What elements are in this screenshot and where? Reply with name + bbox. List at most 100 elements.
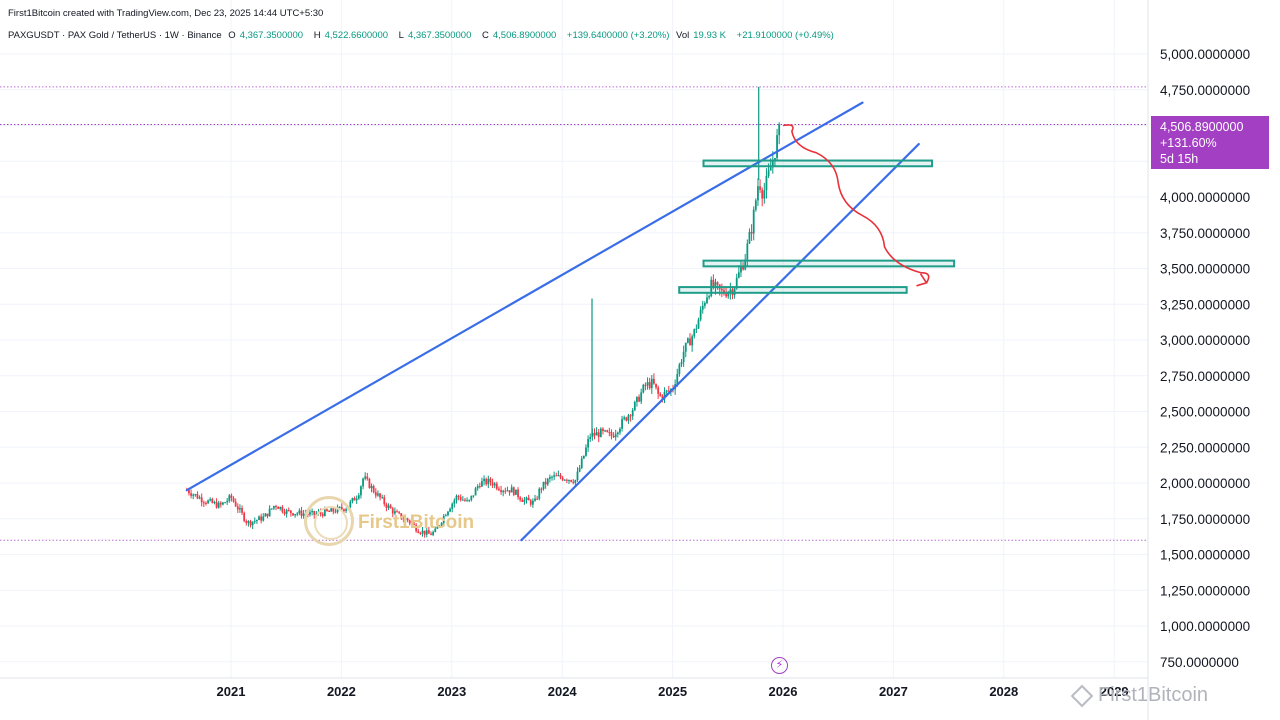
candle[interactable] [525, 496, 528, 504]
candle[interactable] [468, 499, 471, 503]
candle[interactable] [228, 494, 231, 503]
candle[interactable] [190, 489, 192, 499]
candle[interactable] [534, 494, 536, 502]
projection-path[interactable] [782, 124, 930, 284]
candle[interactable] [576, 467, 579, 482]
candle[interactable] [272, 505, 275, 510]
candle[interactable] [453, 498, 456, 508]
candle[interactable] [461, 496, 464, 501]
candle[interactable] [351, 497, 354, 504]
candle[interactable] [430, 531, 432, 536]
candle[interactable] [391, 506, 394, 518]
candle[interactable] [421, 527, 424, 537]
candle[interactable] [565, 478, 568, 484]
candle[interactable] [701, 300, 704, 314]
candle[interactable] [417, 528, 420, 534]
candle[interactable] [523, 496, 526, 505]
candle[interactable] [260, 513, 263, 524]
candle[interactable] [442, 513, 445, 527]
candle[interactable] [703, 301, 706, 309]
candle[interactable] [266, 513, 269, 519]
candle[interactable] [616, 431, 619, 438]
candle[interactable] [504, 487, 507, 494]
candle[interactable] [754, 198, 757, 212]
candle[interactable] [287, 507, 290, 512]
candle[interactable] [381, 494, 384, 499]
candle[interactable] [759, 179, 761, 193]
candle[interactable] [602, 427, 604, 435]
candle[interactable] [587, 435, 590, 452]
candle[interactable] [680, 359, 683, 368]
candle[interactable] [593, 428, 596, 440]
candle[interactable] [459, 494, 462, 502]
candle[interactable] [296, 511, 299, 517]
candle[interactable] [582, 455, 585, 460]
candle[interactable] [215, 498, 218, 509]
candle[interactable] [500, 485, 502, 495]
candle[interactable] [612, 432, 615, 439]
candle[interactable] [236, 503, 239, 513]
candle[interactable] [406, 517, 409, 523]
candle[interactable] [746, 239, 749, 268]
candle[interactable] [695, 324, 698, 333]
candle[interactable] [425, 527, 428, 538]
candle[interactable] [774, 158, 776, 166]
candle[interactable] [198, 495, 201, 500]
candle[interactable] [383, 494, 386, 507]
candle[interactable] [551, 475, 553, 481]
candle[interactable] [517, 487, 519, 500]
candle[interactable] [379, 492, 381, 501]
candle[interactable] [396, 509, 398, 513]
candle[interactable] [353, 496, 356, 501]
candle[interactable] [555, 472, 558, 477]
candle[interactable] [357, 492, 360, 500]
candle[interactable] [279, 506, 282, 511]
candle[interactable] [716, 281, 719, 290]
candle[interactable] [241, 505, 243, 515]
candle[interactable] [595, 427, 598, 436]
candle[interactable] [364, 472, 367, 481]
candle[interactable] [302, 509, 305, 519]
candle[interactable] [548, 474, 551, 483]
candle[interactable] [646, 377, 649, 390]
candle[interactable] [374, 488, 377, 499]
symbol-name[interactable]: PAXGUSDT · PAX Gold / TetherUS · 1W · Bi… [8, 30, 222, 41]
candle[interactable] [438, 525, 441, 528]
candle[interactable] [610, 429, 613, 440]
candle[interactable] [529, 498, 532, 507]
candle[interactable] [650, 375, 653, 394]
candle[interactable] [633, 400, 636, 412]
candle[interactable] [623, 415, 626, 421]
candle[interactable] [270, 508, 273, 510]
candle[interactable] [614, 429, 617, 441]
candle[interactable] [638, 394, 640, 403]
candle[interactable] [512, 486, 515, 497]
candle[interactable] [765, 168, 768, 199]
candle[interactable] [519, 496, 522, 502]
candle[interactable] [239, 504, 241, 513]
candle[interactable] [256, 519, 258, 524]
candle[interactable] [258, 515, 260, 521]
candle[interactable] [568, 479, 570, 484]
candle[interactable] [684, 342, 687, 358]
candle[interactable] [578, 465, 581, 473]
candle[interactable] [729, 282, 732, 300]
candle[interactable] [385, 502, 388, 512]
candle[interactable] [436, 523, 439, 529]
candle[interactable] [207, 499, 209, 504]
candle[interactable] [226, 498, 229, 505]
candle[interactable] [298, 508, 301, 516]
candle[interactable] [546, 477, 549, 486]
candle[interactable] [200, 493, 203, 507]
candle[interactable] [285, 508, 288, 518]
support-zone[interactable] [678, 286, 908, 294]
candle[interactable] [542, 481, 545, 491]
candle[interactable] [249, 519, 252, 528]
candle[interactable] [599, 427, 602, 438]
candle[interactable] [419, 531, 422, 536]
candle[interactable] [300, 506, 303, 519]
candle[interactable] [532, 498, 534, 508]
candle[interactable] [648, 377, 651, 390]
candle[interactable] [355, 495, 358, 505]
